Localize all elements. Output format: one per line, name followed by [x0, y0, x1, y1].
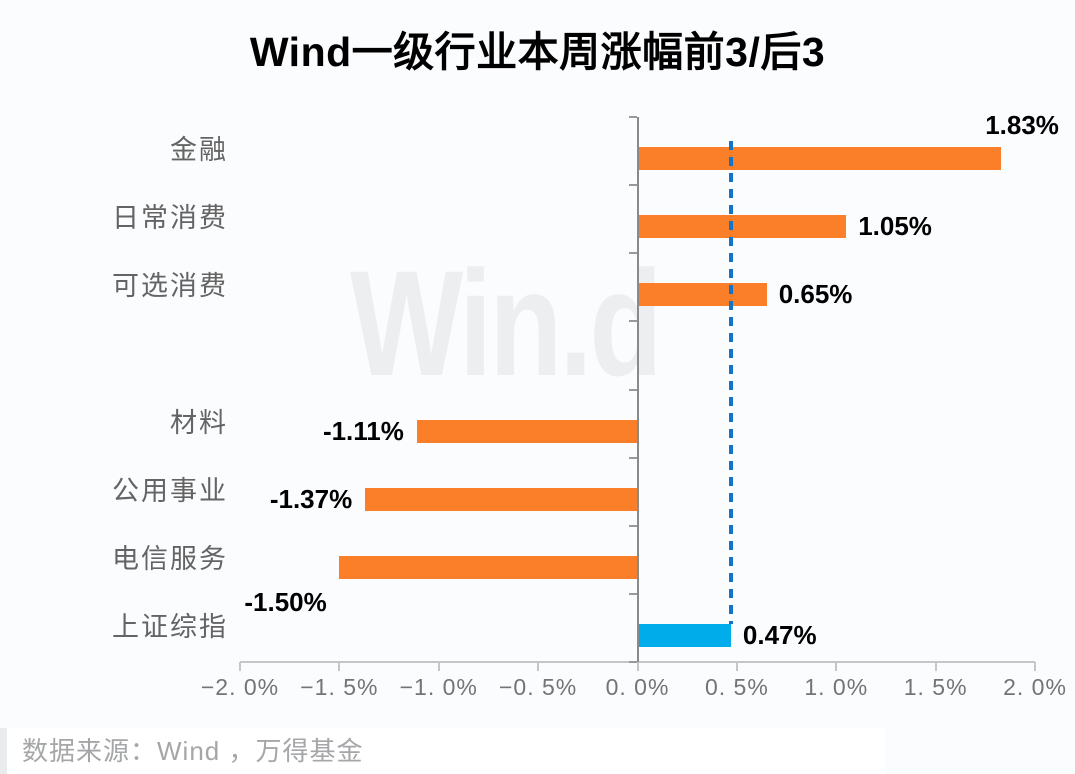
- x-axis-tick-label: 0. 0%: [605, 674, 670, 700]
- value-label: -1.11%: [322, 415, 404, 446]
- value-label: -1.37%: [269, 483, 353, 514]
- x-axis-tick: [1034, 662, 1036, 671]
- category-boundary-tick: [628, 524, 637, 527]
- category-label: 材料: [170, 407, 228, 438]
- category-boundary-tick: [628, 320, 637, 323]
- category-boundary-tick: [628, 456, 637, 459]
- reference-dashed-line: [728, 141, 733, 624]
- x-axis-tick: [437, 662, 440, 671]
- category-label: 金融: [170, 135, 228, 165]
- category-boundary-tick: [628, 116, 637, 118]
- category-boundary-tick: [628, 388, 637, 391]
- wind-watermark: Win.d: [350, 239, 663, 407]
- category-boundary-tick: [628, 184, 637, 187]
- x-axis-tick: [735, 662, 738, 671]
- category-boundary-tick: [628, 661, 637, 663]
- x-axis-tick-label: 1. 5%: [903, 674, 968, 700]
- value-label: 1.83%: [985, 110, 1059, 140]
- industry-bar: [416, 419, 638, 443]
- category-boundary-tick: [628, 592, 637, 595]
- category-label: 电信服务: [112, 543, 228, 574]
- value-label: 0.47%: [742, 619, 817, 650]
- data-source-label: 数据来源：Wind ，万得基金: [22, 736, 364, 766]
- value-label: -1.50%: [244, 586, 327, 617]
- x-axis-tick: [338, 662, 341, 671]
- industry-bar: [365, 487, 638, 511]
- industry-bar: [339, 555, 638, 579]
- x-axis-tick: [537, 662, 540, 671]
- industry-bar: [637, 215, 847, 239]
- category-label: 可选消费: [112, 271, 228, 302]
- x-axis-tick-label: 2. 0%: [1003, 674, 1067, 700]
- x-axis-tick-label: −1. 5%: [300, 674, 379, 700]
- x-axis-tick-label: −2. 0%: [200, 674, 280, 700]
- x-axis-tick-label: −1. 0%: [399, 674, 478, 700]
- category-label: 公用事业: [112, 475, 228, 506]
- x-axis-tick-label: 1. 0%: [804, 674, 869, 700]
- category-label: 上证综指: [112, 611, 228, 642]
- footer-accent-strip: [0, 728, 7, 774]
- zero-axis-line: [636, 117, 639, 662]
- value-label: 0.65%: [778, 279, 853, 310]
- category-label: 日常消费: [112, 203, 228, 234]
- x-axis-tick: [239, 662, 241, 671]
- index-bar: [637, 623, 731, 647]
- industry-bar: [637, 147, 1002, 170]
- chart-title: Wind一级行业本周涨幅前3/后3: [249, 29, 826, 75]
- x-axis-tick-label: 0. 5%: [704, 674, 769, 700]
- category-boundary-tick: [628, 252, 637, 255]
- footer-bar: 数据来源：Wind ，万得基金: [0, 728, 886, 774]
- x-axis-tick: [835, 662, 838, 671]
- x-axis-tick: [636, 662, 639, 671]
- x-axis-tick-label: −0. 5%: [499, 674, 578, 700]
- value-label: 1.05%: [858, 211, 932, 242]
- x-axis-tick: [934, 662, 937, 671]
- industry-bar: [637, 283, 767, 307]
